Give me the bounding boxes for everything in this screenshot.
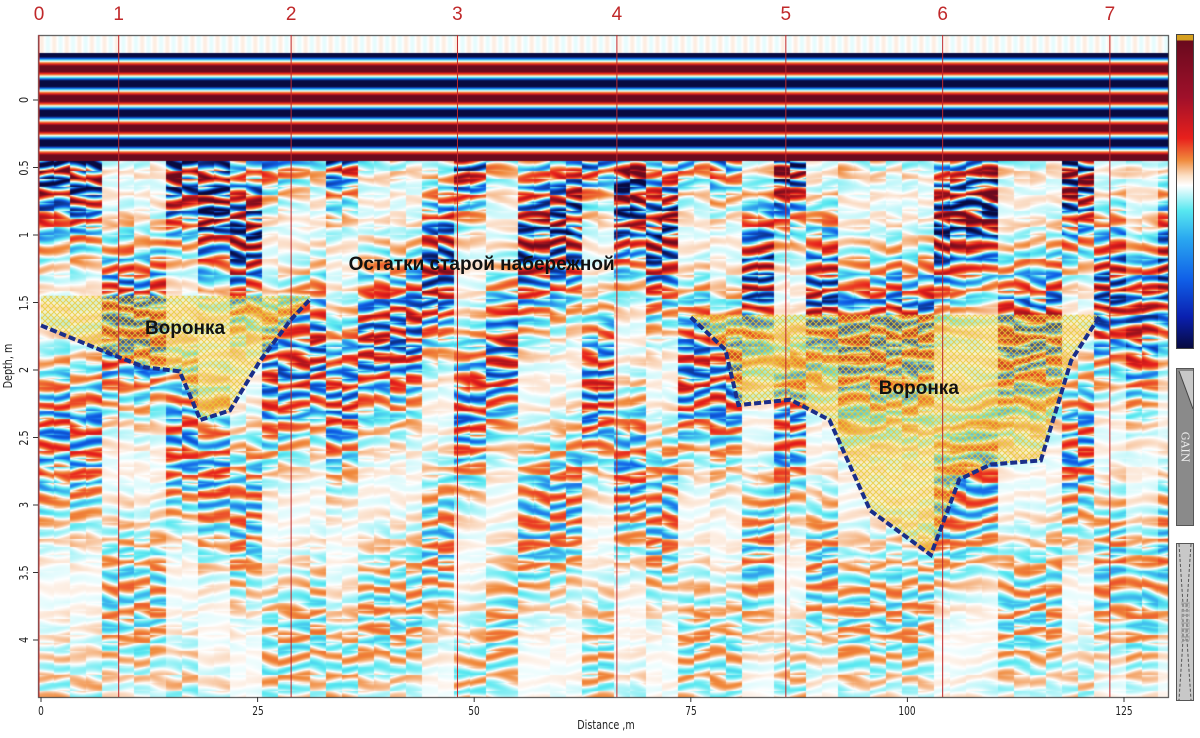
- y-tick-label: 2.5: [17, 429, 31, 446]
- x-tick-label: 25: [251, 704, 264, 718]
- filter-panel[interactable]: FILTER: [1176, 543, 1194, 701]
- annotation-crater-2: Воронка: [878, 378, 959, 400]
- y-tick-label: 4: [17, 636, 31, 644]
- anomaly-fill: [690, 314, 1101, 555]
- y-axis-label: Depth, m: [1, 343, 15, 389]
- marker-label: 0: [33, 4, 45, 25]
- marker-label: 3: [452, 4, 463, 25]
- y-tick-label: 1.5: [17, 294, 31, 311]
- y-tick-label: 3.5: [17, 564, 31, 581]
- anomaly-boundary: [689, 313, 1103, 559]
- annotation-crater-1: Воронка: [144, 317, 226, 339]
- x-tick-label: 100: [898, 704, 916, 718]
- y-tick-label: 1: [17, 231, 31, 239]
- x-axis-label: Distance ,m: [577, 718, 635, 732]
- anomaly-boundary: [40, 298, 312, 423]
- y-tick-label: 2: [17, 366, 31, 374]
- colorbar[interactable]: [1176, 34, 1194, 349]
- x-tick-label: 50: [468, 704, 480, 718]
- marker-label: 7: [1104, 4, 1116, 25]
- gain-curve-icon: [1177, 370, 1193, 410]
- gain-label: GAIN: [1178, 431, 1192, 463]
- x-tick-label: 75: [685, 704, 697, 718]
- marker-label: 4: [611, 4, 623, 25]
- y-tick-label: 0.5: [17, 159, 31, 176]
- anomaly-tint: [41, 295, 310, 420]
- anomaly-tint: [690, 314, 1101, 555]
- filter-label: FILTER: [1178, 600, 1192, 644]
- annotation-embankment: Остатки старой набережной: [348, 254, 615, 276]
- marker-label: 5: [780, 4, 792, 25]
- filter-curve-icon: [1178, 544, 1192, 700]
- x-tick-label: 125: [1115, 704, 1133, 718]
- marker-label: 1: [113, 4, 124, 25]
- x-tick-label: 0: [38, 704, 44, 718]
- marker-label: 6: [937, 4, 948, 25]
- y-tick-label: 0: [17, 96, 31, 104]
- gain-panel[interactable]: GAIN: [1176, 368, 1194, 526]
- y-tick-label: 3: [17, 501, 31, 509]
- marker-label: 2: [285, 4, 297, 25]
